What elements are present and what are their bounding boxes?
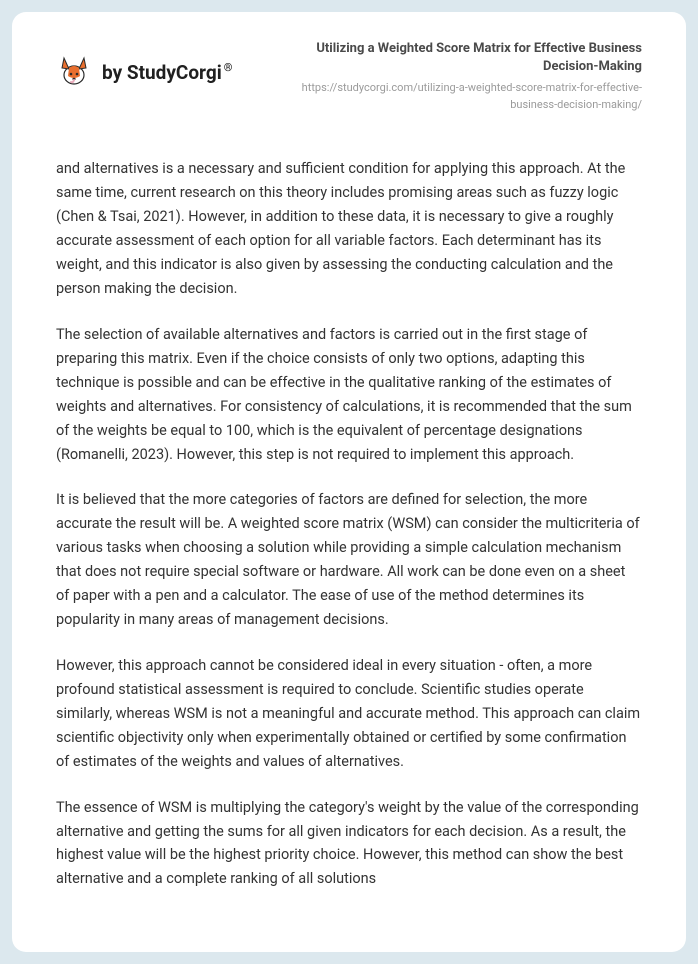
document-page: by StudyCorgi® Utilizing a Weighted Scor… (12, 12, 686, 952)
byline-prefix: by (102, 61, 127, 84)
body-paragraph: and alternatives is a necessary and suff… (56, 157, 642, 301)
document-title: Utilizing a Weighted Score Matrix for Ef… (282, 40, 642, 76)
corgi-logo-icon (56, 54, 92, 90)
header: by StudyCorgi® Utilizing a Weighted Scor… (56, 40, 642, 113)
registered-mark: ® (224, 61, 233, 74)
body-paragraph: The essence of WSM is multiplying the ca… (56, 796, 642, 892)
document-url: https://studycorgi.com/utilizing-a-weigh… (282, 80, 642, 113)
document-content: and alternatives is a necessary and suff… (56, 157, 642, 891)
body-paragraph: It is believed that the more categories … (56, 488, 642, 632)
body-paragraph: However, this approach cannot be conside… (56, 654, 642, 774)
logo-block: by StudyCorgi® (56, 40, 232, 90)
body-paragraph: The selection of available alternatives … (56, 323, 642, 467)
document-meta: Utilizing a Weighted Score Matrix for Ef… (282, 40, 642, 113)
byline-brand: StudyCorgi (127, 61, 222, 84)
byline: by StudyCorgi® (102, 61, 232, 84)
